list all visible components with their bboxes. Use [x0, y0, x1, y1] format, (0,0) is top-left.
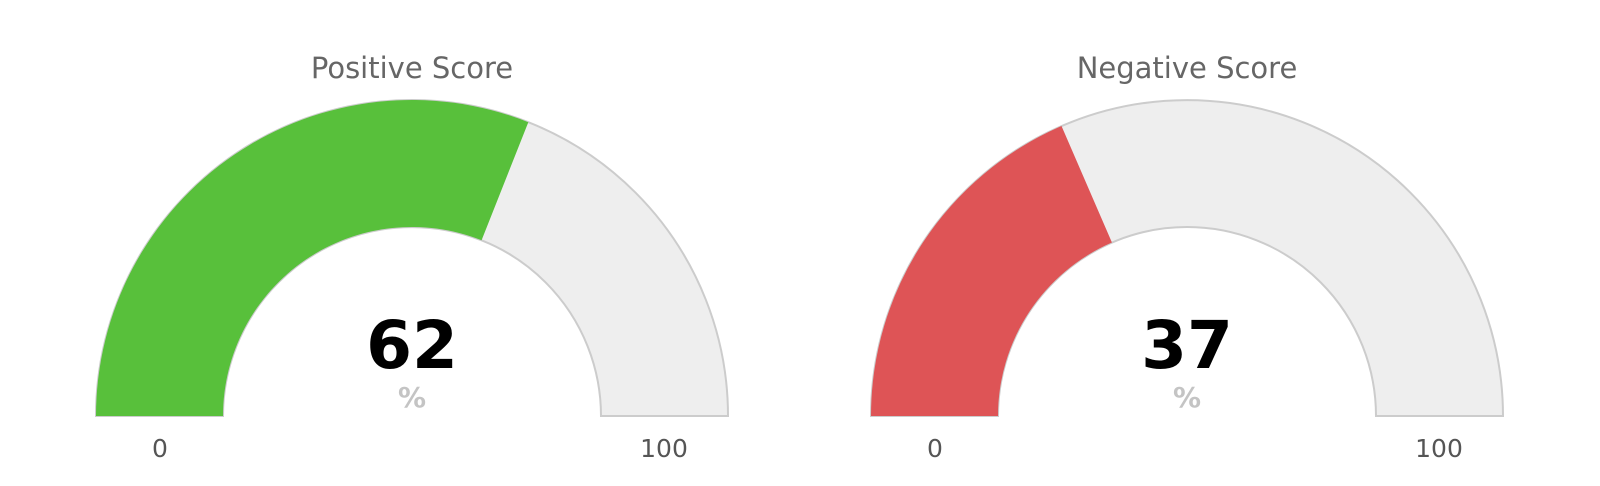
- negative-score-gauge: Negative Score 37 % 0 100: [869, 51, 1505, 463]
- gauge-max-label: 100: [640, 434, 688, 463]
- gauge-title: Positive Score: [311, 51, 513, 85]
- gauge-value-fill: [871, 125, 1112, 417]
- gauge-min-label: 0: [152, 434, 168, 463]
- gauge-min-label: 0: [927, 434, 943, 463]
- gauge-max-label: 100: [1415, 434, 1463, 463]
- gauge-title: Negative Score: [1077, 51, 1298, 85]
- gauge-value-fill: [96, 99, 529, 416]
- gauge-value-label: 37: [1141, 307, 1233, 384]
- gauge-unit-label: %: [1173, 381, 1201, 414]
- positive-score-gauge: Positive Score 62 % 0 100: [94, 51, 730, 463]
- gauge-unit-label: %: [398, 381, 426, 414]
- gauge-value-label: 62: [366, 307, 458, 384]
